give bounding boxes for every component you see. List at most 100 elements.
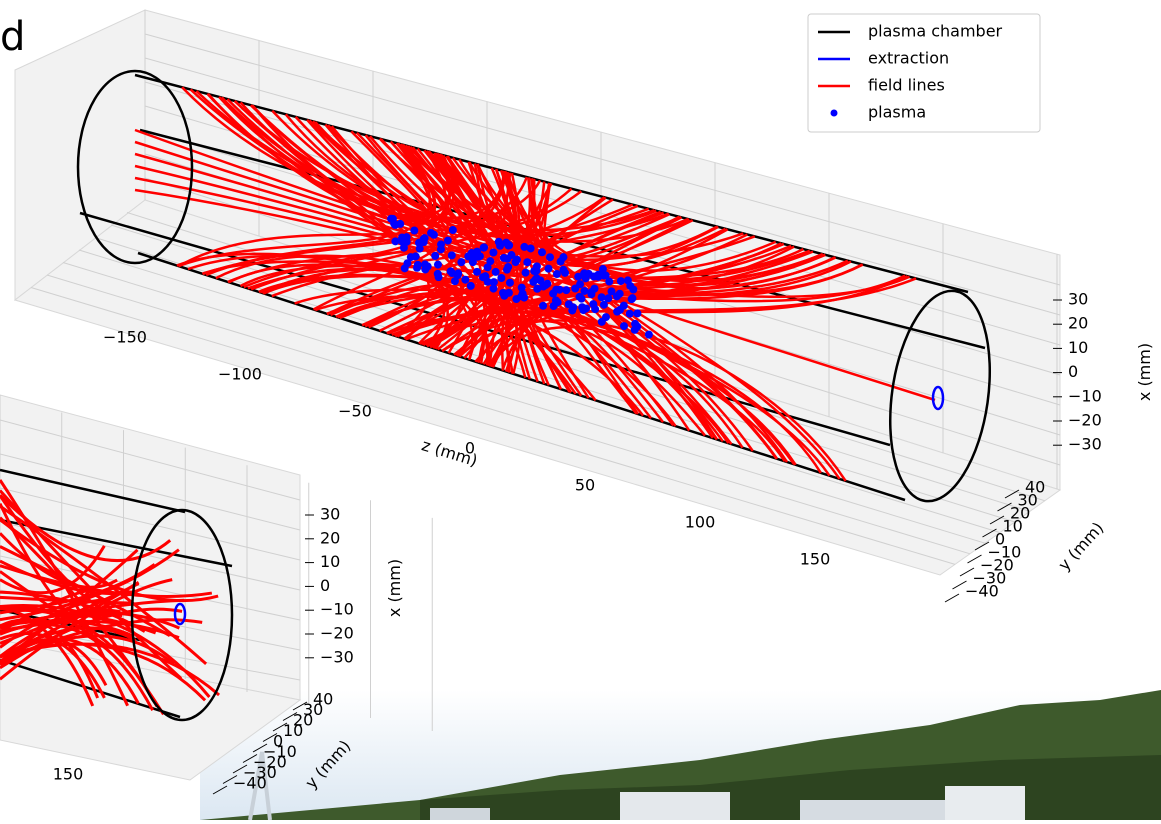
tick-label: 20 (1068, 314, 1088, 333)
page: d −150−100−500501001503020100−10−20−3040… (0, 0, 1161, 820)
plasma-dot (607, 287, 615, 295)
plasma-dot (532, 275, 540, 283)
plasma-dot (582, 274, 590, 282)
plasma-dot (448, 251, 456, 259)
tick-label: 150 (53, 765, 84, 784)
plasma-dot (449, 226, 457, 234)
axis-label: x (mm) (385, 559, 404, 617)
plasma-dot (527, 244, 535, 252)
tick-label: 10 (283, 721, 303, 740)
plasma-dot (421, 234, 429, 242)
plasma-dot (480, 243, 488, 251)
plasma-dot (517, 292, 525, 300)
plasma-dot (628, 295, 636, 303)
plasma-dot (457, 258, 465, 266)
legend-label: field lines (868, 76, 945, 95)
tick-label: 10 (1003, 517, 1023, 536)
plasma-dot (620, 302, 628, 310)
plasma-dot (401, 264, 409, 272)
plasma-dot (645, 331, 653, 339)
plasma-dot (504, 263, 512, 271)
plasma-dot (616, 290, 624, 298)
plasma-dot (464, 252, 472, 260)
plasma-dot (414, 261, 422, 269)
plasma-dot (626, 310, 634, 318)
plasma-dot (505, 289, 513, 297)
tick-label: −100 (218, 365, 262, 384)
axis-label: x (mm) (1135, 343, 1154, 401)
plasma-dot (410, 226, 418, 234)
plasma-dot (538, 248, 546, 256)
plasma-dot (568, 306, 576, 314)
plasma-dot (434, 261, 442, 269)
plasma-dot (492, 268, 500, 276)
plasma-dot (624, 276, 632, 284)
plasma-dot (504, 242, 512, 250)
tick-label: 30 (320, 505, 340, 524)
plasma-dot (506, 279, 514, 287)
plasma-dot (447, 267, 455, 275)
plasma-dot (539, 302, 547, 310)
legend-label: extraction (868, 49, 949, 68)
tick-label: −40 (965, 582, 999, 601)
plasma-dot (497, 274, 505, 282)
tick-label: 150 (800, 550, 831, 569)
axis-label: y (mm) (1054, 518, 1107, 574)
tick-label: −150 (103, 328, 147, 347)
tick-label: 30 (1068, 290, 1088, 309)
plasma-dot (544, 265, 552, 273)
plasma-dot (576, 280, 584, 288)
tick-label: −10 (320, 600, 354, 619)
tick-label: 20 (320, 528, 340, 547)
tick-label: 100 (685, 513, 716, 532)
plasma-dot (407, 253, 415, 261)
plasma-dot (399, 234, 407, 242)
plasma-dot (604, 294, 612, 302)
plasma-dot (486, 257, 494, 265)
plasma-dot (546, 253, 554, 261)
plasma-dot (605, 278, 613, 286)
tick-label: −40 (233, 774, 267, 793)
plasma-dot (582, 304, 590, 312)
plasma-dot (503, 255, 511, 263)
plasma-dot (533, 285, 541, 293)
plasma-dot (421, 265, 429, 273)
plasma-dot (523, 258, 531, 266)
plasma-dot (489, 249, 497, 257)
plasma-dot (559, 253, 567, 261)
plasma-dot (391, 237, 399, 245)
plasma-dot (543, 280, 551, 288)
plasma-dot (530, 267, 538, 275)
plasma-dot (522, 269, 530, 277)
plasma-dot (631, 320, 639, 328)
tick-mark (945, 594, 959, 602)
plasma-dot (552, 296, 560, 304)
plasma-dot (620, 322, 628, 330)
tick-label: −30 (1068, 435, 1102, 454)
plasma-dot (474, 253, 482, 261)
plasma-dot (578, 295, 586, 303)
plasma-dot (559, 266, 567, 274)
plasma-dot (473, 268, 481, 276)
tick-label: −30 (320, 647, 354, 666)
plasma-dot (496, 242, 504, 250)
plasma-dot (479, 273, 487, 281)
plasma-dot (390, 220, 398, 228)
tick-label: −20 (1068, 411, 1102, 430)
legend-swatch (831, 110, 838, 117)
plasma-dot (633, 309, 641, 317)
plasma-dot (435, 273, 443, 281)
plasma-dot (598, 318, 606, 326)
tick-label: 10 (320, 552, 340, 571)
heading-fragment: d (0, 14, 25, 60)
tick-label: 0 (1068, 362, 1078, 381)
plasma-dot (562, 286, 570, 294)
plasma-dot (461, 276, 469, 284)
plasma-dot (431, 252, 439, 260)
tick-label: 50 (575, 476, 595, 495)
plasma-dot (598, 293, 606, 301)
plasma-dot (513, 256, 521, 264)
tick-label: 0 (320, 576, 330, 595)
tick-label: 10 (1068, 338, 1088, 357)
plasma-dot (599, 265, 607, 273)
